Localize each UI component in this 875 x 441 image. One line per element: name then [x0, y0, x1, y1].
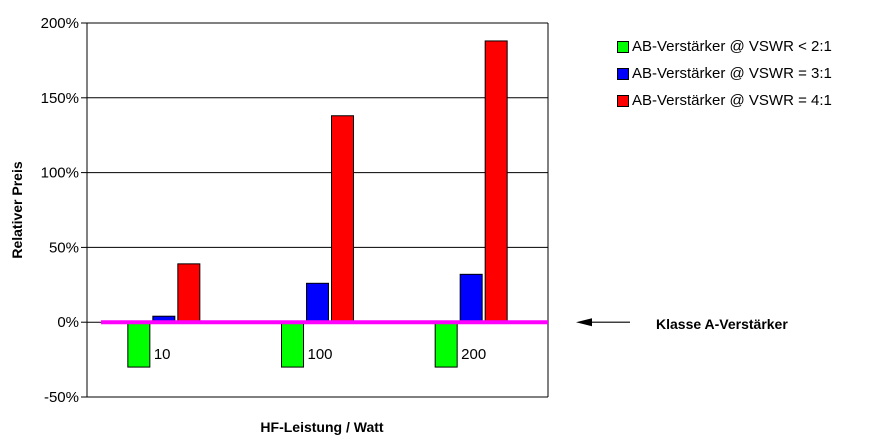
bar	[331, 115, 354, 323]
x-axis-title: HF-Leistung / Watt	[260, 419, 383, 435]
y-tick-label: -50%	[44, 389, 79, 406]
y-tick-label: 150%	[41, 90, 79, 107]
bar	[177, 263, 201, 323]
legend-label: AB-Verstärker @ VSWR = 4:1	[632, 92, 832, 109]
y-tick-label: 200%	[41, 15, 79, 32]
bar	[434, 321, 458, 368]
x-tick-label: 200	[461, 346, 486, 363]
legend-item: AB-Verstärker @ VSWR < 2:1	[617, 33, 832, 60]
y-tick-label: 100%	[41, 165, 79, 182]
legend-swatch-green	[617, 40, 629, 53]
axes	[81, 22, 549, 398]
legend-item: AB-Verstärker @ VSWR = 3:1	[617, 60, 832, 87]
bar	[127, 321, 151, 368]
bar	[281, 321, 304, 368]
x-tick-label: 100	[308, 346, 333, 363]
y-tick-label: 50%	[49, 239, 79, 256]
bar	[459, 273, 483, 323]
y-axis-title: Relativer Preis	[9, 161, 25, 258]
bar	[484, 40, 508, 323]
legend-label: AB-Verstärker @ VSWR = 3:1	[632, 65, 832, 82]
gridlines	[87, 22, 548, 398]
x-tick-label: 10	[154, 346, 171, 363]
annotation-arrow	[576, 318, 630, 327]
y-tick-label: 0%	[57, 314, 79, 331]
bars	[127, 40, 508, 368]
legend-label: AB-Verstärker @ VSWR < 2:1	[632, 38, 832, 55]
legend-item: AB-Verstärker @ VSWR = 4:1	[617, 87, 832, 114]
legend-swatch-red	[617, 94, 629, 107]
bar	[306, 282, 329, 323]
arrow-head	[576, 318, 592, 327]
legend: AB-Verstärker @ VSWR < 2:1 AB-Verstärker…	[617, 33, 832, 114]
labels: -50% 0% 50% 100% 150% 200% 10 100 200	[41, 15, 487, 406]
legend-swatch-blue	[617, 67, 629, 80]
annotation-label: Klasse A-Verstärker	[656, 316, 788, 332]
